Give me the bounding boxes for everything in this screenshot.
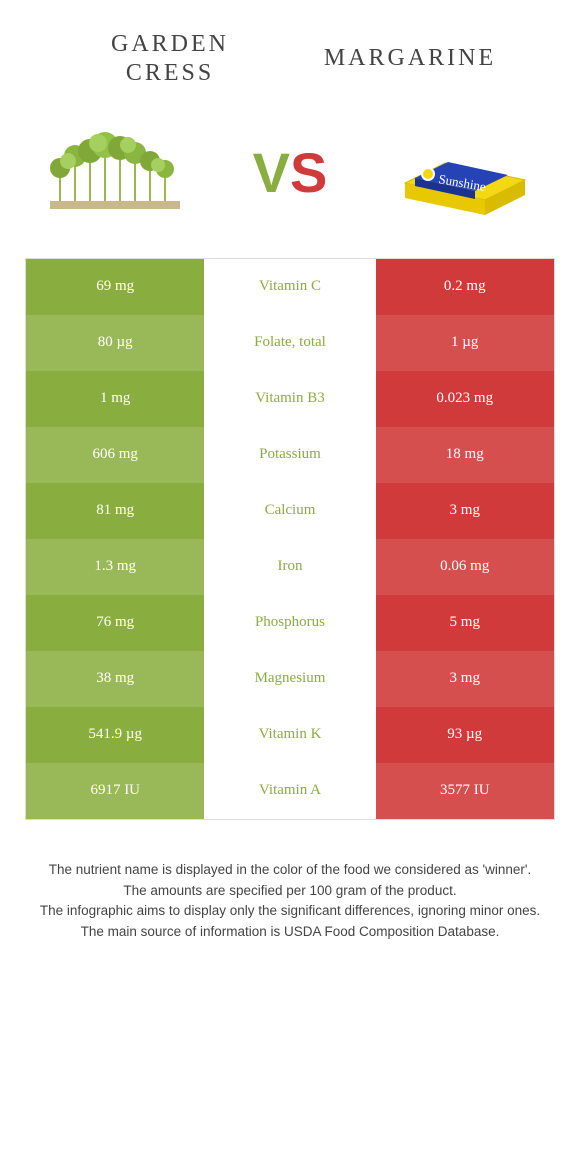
left-value: 541.9 µg (26, 707, 204, 763)
left-value: 1.3 mg (26, 539, 204, 595)
title-left-line1: Garden (50, 30, 290, 59)
nutrient-name: Vitamin B3 (204, 371, 375, 427)
nutrient-name: Magnesium (204, 651, 375, 707)
table-row: 1 mgVitamin B30.023 mg (26, 371, 554, 427)
footer-line-3: The infographic aims to display only the… (30, 901, 550, 922)
table-row: 606 mgPotassium18 mg (26, 427, 554, 483)
nutrient-name: Potassium (204, 427, 375, 483)
left-value: 6917 IU (26, 763, 204, 819)
right-value: 18 mg (376, 427, 554, 483)
right-value: 0.2 mg (376, 259, 554, 315)
header: Garden cress Margarine (0, 0, 580, 108)
right-value: 1 µg (376, 315, 554, 371)
left-value: 80 µg (26, 315, 204, 371)
left-value: 81 mg (26, 483, 204, 539)
table-row: 541.9 µgVitamin K93 µg (26, 707, 554, 763)
left-value: 1 mg (26, 371, 204, 427)
nutrient-name: Iron (204, 539, 375, 595)
garden-cress-image (30, 118, 200, 228)
right-value: 5 mg (376, 595, 554, 651)
vs-v: V (253, 141, 290, 204)
table-row: 76 mgPhosphorus5 mg (26, 595, 554, 651)
footer-line-4: The main source of information is USDA F… (30, 922, 550, 943)
margarine-image: Sunshine (380, 118, 550, 228)
footer-notes: The nutrient name is displayed in the co… (0, 820, 580, 944)
nutrient-name: Phosphorus (204, 595, 375, 651)
vs-label: VS (253, 140, 328, 205)
vs-s: S (290, 141, 327, 204)
table-row: 1.3 mgIron0.06 mg (26, 539, 554, 595)
left-value: 606 mg (26, 427, 204, 483)
right-value: 3577 IU (376, 763, 554, 819)
left-value: 76 mg (26, 595, 204, 651)
nutrient-name: Calcium (204, 483, 375, 539)
title-left: Garden cress (50, 30, 290, 88)
right-value: 3 mg (376, 483, 554, 539)
nutrient-name: Vitamin C (204, 259, 375, 315)
table-row: 69 mgVitamin C0.2 mg (26, 259, 554, 315)
table-row: 6917 IUVitamin A3577 IU (26, 763, 554, 819)
right-value: 93 µg (376, 707, 554, 763)
nutrient-name: Folate, total (204, 315, 375, 371)
title-right: Margarine (290, 45, 530, 72)
nutrient-name: Vitamin A (204, 763, 375, 819)
left-value: 69 mg (26, 259, 204, 315)
vs-row: VS Sunshine (0, 108, 580, 258)
right-value: 0.06 mg (376, 539, 554, 595)
left-value: 38 mg (26, 651, 204, 707)
footer-line-2: The amounts are specified per 100 gram o… (30, 881, 550, 902)
nutrient-table: 69 mgVitamin C0.2 mg80 µgFolate, total1 … (25, 258, 555, 820)
table-row: 81 mgCalcium3 mg (26, 483, 554, 539)
right-value: 3 mg (376, 651, 554, 707)
table-row: 80 µgFolate, total1 µg (26, 315, 554, 371)
table-row: 38 mgMagnesium3 mg (26, 651, 554, 707)
right-value: 0.023 mg (376, 371, 554, 427)
title-left-line2: cress (50, 59, 290, 88)
footer-line-1: The nutrient name is displayed in the co… (30, 860, 550, 881)
nutrient-name: Vitamin K (204, 707, 375, 763)
